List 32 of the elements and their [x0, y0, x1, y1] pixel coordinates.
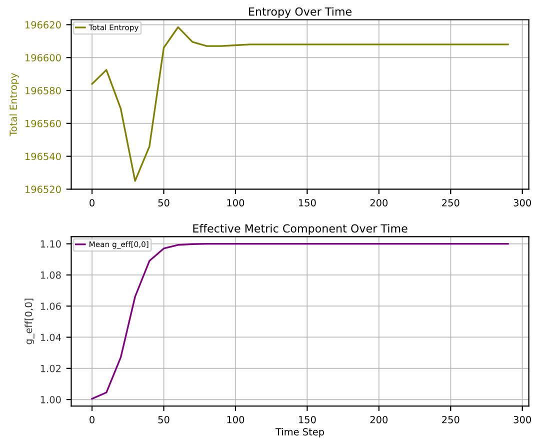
- x-tick-label: 200: [370, 416, 388, 424]
- chart-title: Entropy Over Time: [249, 7, 352, 18]
- y-axis-title: Total Entropy: [9, 72, 19, 136]
- x-axis-title: Time Step: [275, 428, 324, 438]
- x-tick-label: 50: [158, 416, 170, 424]
- x-tick-label: 100: [227, 199, 244, 206]
- x-tick-label: 250: [442, 416, 460, 424]
- y-tick-label: 196620: [25, 21, 61, 29]
- x-tick-label: 300: [514, 416, 531, 424]
- x-tick-label: 50: [158, 199, 170, 206]
- x-tick-label: 300: [514, 199, 531, 206]
- x-tick-label: 0: [90, 416, 94, 424]
- x-tick-label: 250: [442, 199, 460, 206]
- y-tick-label: 1.08: [40, 271, 61, 279]
- x-tick-label: 0: [90, 199, 94, 206]
- y-tick-label: 1.04: [40, 334, 61, 342]
- x-tick-label: 200: [370, 199, 388, 206]
- y-tick-label: 196600: [25, 54, 61, 62]
- y-tick-label: 196540: [25, 152, 61, 160]
- x-tick-label: 150: [298, 199, 316, 206]
- x-tick-label: 150: [298, 416, 316, 424]
- line-series: [91, 242, 509, 400]
- chart-title: Effective Metric Component Over Time: [193, 224, 408, 235]
- y-tick-label: 196560: [25, 120, 61, 128]
- y-tick-label: 1.06: [40, 302, 61, 310]
- x-tick-label: 100: [227, 416, 244, 424]
- y-axis-title: g_eff[0,0]: [24, 298, 34, 344]
- y-tick-label: 196520: [25, 186, 61, 194]
- y-tick-label: 196580: [25, 86, 61, 94]
- y-tick-label: 1.02: [40, 364, 61, 372]
- y-tick-label: 1.00: [40, 396, 61, 404]
- y-tick-label: 1.10: [40, 240, 61, 248]
